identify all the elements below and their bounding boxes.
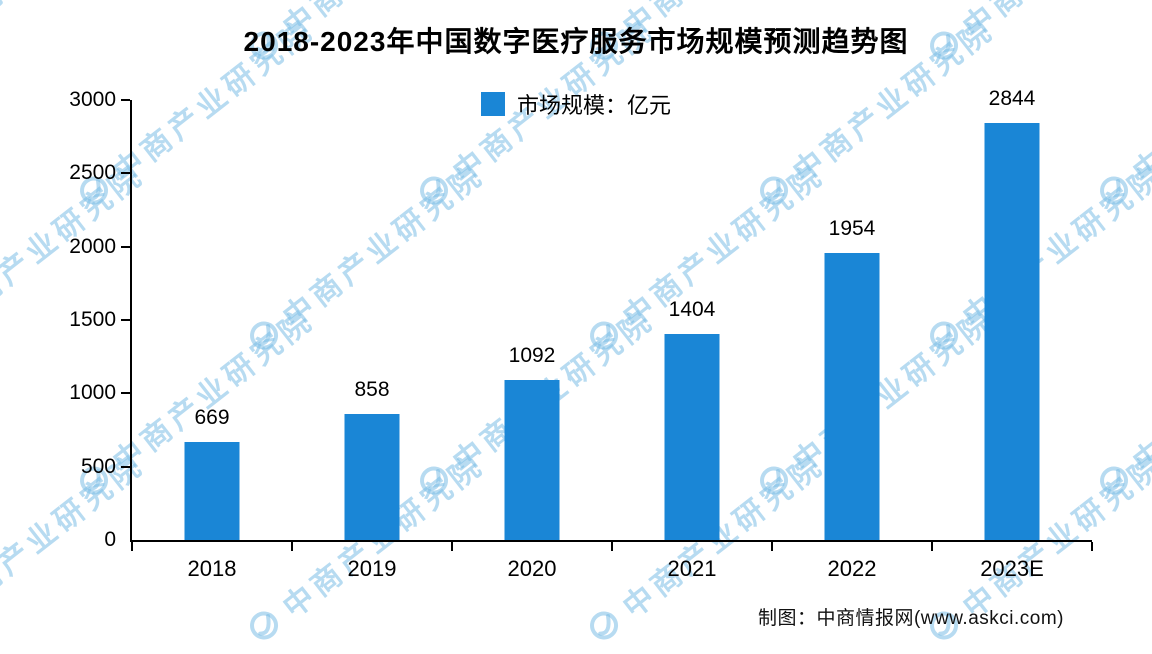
legend-swatch bbox=[480, 92, 505, 116]
bar-column: 1404 2021 bbox=[612, 100, 772, 581]
watermark: 中商产业研究院 bbox=[1087, 296, 1152, 509]
y-axis-tick-label: 1000 bbox=[69, 381, 116, 405]
y-axis-tick-label: 500 bbox=[80, 454, 116, 478]
bar-value-label: 669 bbox=[194, 405, 230, 429]
y-axis-tick-label: 2500 bbox=[69, 161, 116, 185]
bar-column: 1954 2022 bbox=[772, 100, 932, 581]
bar-value-label: 858 bbox=[354, 378, 390, 402]
watermark-text: 中商产业研究院 bbox=[1127, 302, 1152, 480]
y-axis-tick-mark bbox=[121, 319, 130, 321]
bar-column: 858 2019 bbox=[292, 100, 452, 581]
bar-column: 1092 2020 bbox=[452, 100, 612, 581]
x-axis-category-label: 2022 bbox=[827, 556, 877, 581]
y-axis-tick-mark bbox=[121, 465, 130, 468]
y-axis-tick-label: 0 bbox=[104, 528, 116, 551]
bar bbox=[664, 334, 720, 540]
x-axis-category-label: 2021 bbox=[667, 556, 717, 581]
y-axis-tick-label: 2000 bbox=[69, 234, 116, 258]
x-axis-category-label: 2020 bbox=[507, 556, 557, 581]
chart-title: 2018-2023年中国数字医疗服务市场规模预测趋势图 bbox=[243, 26, 909, 57]
y-axis-tick-mark bbox=[121, 245, 130, 248]
bar-column: 669 2018 bbox=[132, 100, 292, 581]
bar bbox=[504, 379, 560, 540]
x-axis-tick-mark bbox=[931, 542, 933, 551]
x-axis-tick-mark bbox=[611, 542, 613, 551]
x-axis-category-label: 2019 bbox=[347, 556, 397, 581]
bar-value-label: 1092 bbox=[508, 343, 556, 367]
bar bbox=[824, 253, 880, 540]
bar-value-label: 2844 bbox=[988, 86, 1036, 110]
bar-value-label: 1954 bbox=[828, 217, 876, 241]
y-axis-tick-label: 1500 bbox=[69, 308, 116, 331]
bar-value-label: 1404 bbox=[668, 298, 716, 322]
legend: 市场规模：亿元 bbox=[0, 88, 1152, 120]
bar bbox=[184, 441, 240, 540]
x-axis-tick-mark bbox=[131, 542, 133, 551]
bar bbox=[984, 122, 1040, 540]
y-axis-tick-mark bbox=[121, 392, 130, 395]
x-axis-tick-mark bbox=[291, 542, 293, 551]
x-axis-tick-mark bbox=[771, 542, 773, 551]
plot-area: 0 500 1000 1500 2000 2500 3000 669 2018 858 2019 10… bbox=[69, 87, 1093, 581]
x-axis-category-label: 2023E bbox=[980, 556, 1044, 581]
x-axis-tick-mark bbox=[451, 542, 453, 551]
bar-column: 2844 2023E bbox=[932, 87, 1092, 581]
y-axis-tick-mark bbox=[121, 172, 130, 175]
legend-label: 市场规模：亿元 bbox=[516, 93, 671, 118]
x-axis-tick-mark bbox=[1091, 542, 1093, 551]
bar bbox=[344, 414, 400, 540]
y-axis-tick-mark bbox=[121, 99, 130, 101]
x-axis-category-label: 2018 bbox=[187, 556, 237, 581]
y-axis-tick-label: 3000 bbox=[69, 88, 116, 111]
source-credit: 制图：中商情报网(www.askci.com) bbox=[757, 608, 1064, 629]
